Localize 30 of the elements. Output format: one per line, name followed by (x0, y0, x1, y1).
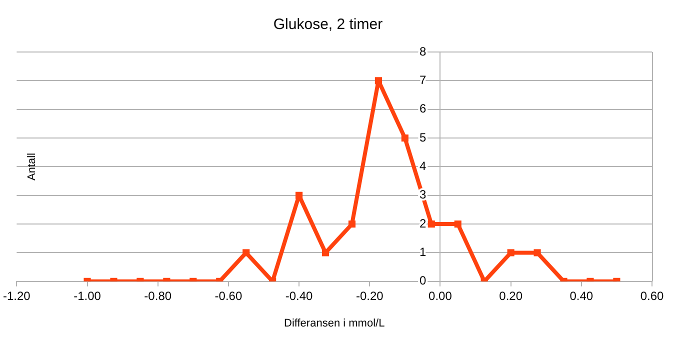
y-tick-label: 8 (420, 44, 427, 58)
y-tick-label: 2 (420, 216, 427, 230)
point (296, 192, 303, 199)
x-tick-label: -0.40 (285, 288, 314, 303)
point (507, 249, 514, 256)
point (534, 249, 541, 256)
x-tick-label: 0.20 (499, 288, 523, 303)
point (428, 220, 435, 228)
y-tick-label: 6 (420, 102, 427, 116)
x-tick-label: -1.20 (2, 288, 31, 303)
y-tick-label: 5 (420, 130, 427, 144)
point (322, 249, 330, 256)
y-tick-label: 1 (420, 245, 427, 260)
x-tick-label: 0.00 (428, 288, 452, 303)
x-tick-label: -0.20 (356, 288, 384, 303)
point (454, 220, 462, 228)
point (242, 249, 250, 256)
x-tick-label: -1.00 (74, 288, 102, 303)
x-axis-title: Differansen i mmol/L (284, 317, 385, 330)
x-tick-label: -0.60 (214, 288, 242, 303)
y-tick-label: 0 (420, 274, 427, 288)
point (401, 134, 408, 142)
y-axis-title: Antall (26, 152, 38, 180)
x-tick-label: -0.80 (144, 288, 172, 303)
chart-title: Glukose, 2 timer (273, 16, 383, 34)
x-tick-label: 0.40 (570, 288, 594, 303)
point (348, 220, 356, 228)
y-tick-label: 7 (420, 72, 427, 87)
y-tick-label: 4 (420, 159, 427, 174)
x-tick-label: 0.60 (640, 288, 664, 303)
